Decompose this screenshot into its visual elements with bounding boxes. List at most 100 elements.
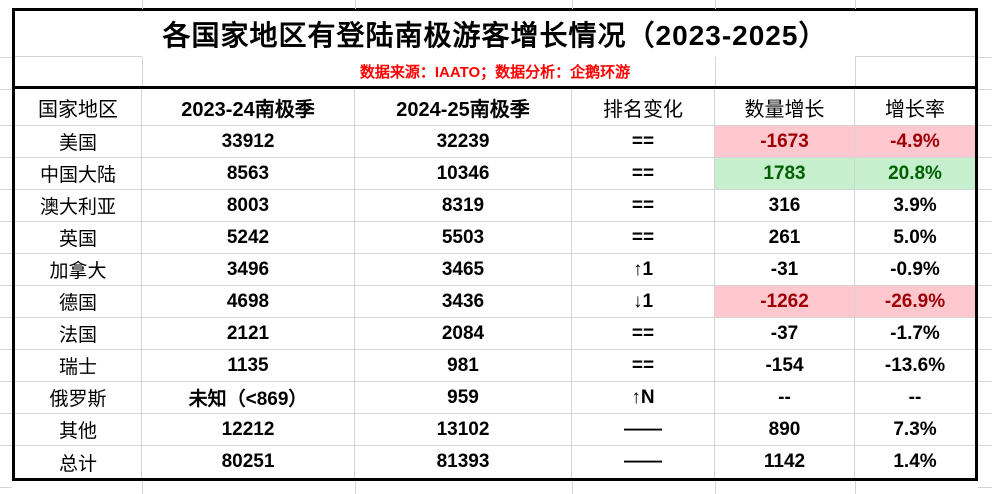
value-cell[interactable]: 2084	[355, 318, 572, 350]
rate-na-cell[interactable]: --	[855, 382, 975, 414]
sheet-gridline	[0, 125, 12, 126]
value-unknown-cell[interactable]: 未知（<869）	[142, 382, 355, 414]
country-cell[interactable]: 加拿大	[15, 254, 142, 286]
value-cell[interactable]: 959	[355, 382, 572, 414]
value-cell[interactable]: 13102	[355, 414, 572, 446]
gridline-segment	[142, 57, 143, 86]
value-cell[interactable]: 12212	[142, 414, 355, 446]
country-cell[interactable]: 法国	[15, 318, 142, 350]
total-value-cell[interactable]: 80251	[142, 446, 355, 478]
value-cell[interactable]: 5242	[142, 222, 355, 254]
rate-cell[interactable]: 5.0%	[855, 222, 975, 254]
table-subtitle-row[interactable]: 数据来源：IAATO；数据分析：企鹅环游	[15, 57, 975, 89]
sheet-gridline	[0, 189, 12, 190]
rank-change-cell[interactable]: ==	[572, 222, 715, 254]
value-cell[interactable]: 1135	[142, 350, 355, 382]
growth-cell[interactable]: 890	[715, 414, 855, 446]
rank-change-cell[interactable]: ==	[572, 350, 715, 382]
sheet-gridline	[855, 0, 856, 9]
country-cell[interactable]: 澳大利亚	[15, 190, 142, 222]
rank-down-cell[interactable]: ↓1	[572, 286, 715, 318]
table-row-uk: 英国 5242 5503 == 261 5.0%	[15, 222, 975, 254]
gridline-segment	[715, 57, 716, 86]
growth-cell[interactable]: -31	[715, 254, 855, 286]
growth-cell[interactable]: -37	[715, 318, 855, 350]
country-cell[interactable]: 其他	[15, 414, 142, 446]
value-cell[interactable]: 33912	[142, 126, 355, 158]
growth-cell-negative[interactable]: -1262	[715, 286, 855, 318]
rank-change-cell[interactable]: ==	[572, 126, 715, 158]
growth-cell-negative[interactable]: -1673	[715, 126, 855, 158]
table-title-row[interactable]: 各国家地区有登陆南极游客增长情况（2023-2025）	[15, 11, 975, 57]
sheet-gridline	[0, 157, 12, 158]
sheet-gridline	[572, 481, 573, 494]
country-cell[interactable]: 美国	[15, 126, 142, 158]
value-cell[interactable]: 8563	[142, 158, 355, 190]
sheet-gridline	[0, 285, 12, 286]
value-cell[interactable]: 32239	[355, 126, 572, 158]
rate-cell[interactable]: -0.9%	[855, 254, 975, 286]
sheet-gridline	[0, 253, 12, 254]
column-header-rank-change[interactable]: 排名变化	[572, 89, 715, 126]
growth-cell[interactable]: 261	[715, 222, 855, 254]
country-cell[interactable]: 中国大陆	[15, 158, 142, 190]
growth-na-cell[interactable]: --	[715, 382, 855, 414]
sheet-gridline	[142, 481, 143, 494]
rate-cell-negative[interactable]: -4.9%	[855, 126, 975, 158]
column-header-season-2024-25[interactable]: 2024-25南极季	[355, 89, 572, 126]
sheet-gridline	[715, 481, 716, 494]
rank-change-cell[interactable]: ==	[572, 318, 715, 350]
gridline-segment	[855, 56, 975, 57]
table-row-russia: 俄罗斯 未知（<869） 959 ↑N -- --	[15, 382, 975, 414]
rate-cell-negative[interactable]: -26.9%	[855, 286, 975, 318]
sheet-gridline	[0, 221, 12, 222]
column-header-amount-growth[interactable]: 数量增长	[715, 89, 855, 126]
rank-change-cell[interactable]: ==	[572, 158, 715, 190]
rate-cell[interactable]: 7.3%	[855, 414, 975, 446]
column-header-country[interactable]: 国家地区	[15, 89, 142, 126]
header-row: 国家地区 2023-24南极季 2024-25南极季 排名变化 数量增长 增长率	[15, 89, 975, 126]
rate-cell[interactable]: 3.9%	[855, 190, 975, 222]
value-cell[interactable]: 981	[355, 350, 572, 382]
sheet-gridline	[978, 157, 992, 158]
table-row-france: 法国 2121 2084 == -37 -1.7%	[15, 318, 975, 350]
column-header-growth-rate[interactable]: 增长率	[855, 89, 975, 126]
value-cell[interactable]: 8003	[142, 190, 355, 222]
value-cell[interactable]: 4698	[142, 286, 355, 318]
rank-dash-cell[interactable]: ——	[572, 446, 715, 478]
rate-cell[interactable]: -1.7%	[855, 318, 975, 350]
rank-up-cell[interactable]: ↑1	[572, 254, 715, 286]
value-cell[interactable]: 8319	[355, 190, 572, 222]
country-cell[interactable]: 英国	[15, 222, 142, 254]
country-cell[interactable]: 俄罗斯	[15, 382, 142, 414]
total-label-cell[interactable]: 总计	[15, 446, 142, 478]
sheet-gridline	[855, 481, 856, 494]
rank-new-cell[interactable]: ↑N	[572, 382, 715, 414]
growth-cell[interactable]: 316	[715, 190, 855, 222]
value-cell[interactable]: 3436	[355, 286, 572, 318]
sheet-gridline	[0, 487, 12, 488]
sheet-gridline	[0, 413, 12, 414]
total-rate-cell[interactable]: 1.4%	[893, 451, 937, 472]
rate-cell-positive[interactable]: 20.8%	[855, 158, 975, 190]
column-header-season-2023-24[interactable]: 2023-24南极季	[142, 89, 355, 126]
country-cell[interactable]: 瑞士	[15, 350, 142, 382]
rate-cell[interactable]: -13.6%	[855, 350, 975, 382]
value-cell[interactable]: 3465	[355, 254, 572, 286]
rank-change-cell[interactable]: ==	[572, 190, 715, 222]
value-cell[interactable]: 10346	[355, 158, 572, 190]
country-cell[interactable]: 德国	[15, 286, 142, 318]
value-cell[interactable]: 5503	[355, 222, 572, 254]
total-growth-cell[interactable]: 1142	[715, 446, 855, 478]
sheet-gridline	[978, 381, 992, 382]
table-row-total: 总计 80251 81393 —— 1142 1.4%	[15, 446, 975, 478]
growth-cell[interactable]: -154	[715, 350, 855, 382]
sheet-gridline	[142, 0, 143, 9]
growth-cell-positive[interactable]: 1783	[715, 158, 855, 190]
value-cell[interactable]: 2121	[142, 318, 355, 350]
value-cell[interactable]: 3496	[142, 254, 355, 286]
total-value-cell[interactable]: 81393	[355, 446, 572, 478]
sheet-gridline	[715, 0, 716, 9]
rank-dash-cell[interactable]: ——	[572, 414, 715, 446]
